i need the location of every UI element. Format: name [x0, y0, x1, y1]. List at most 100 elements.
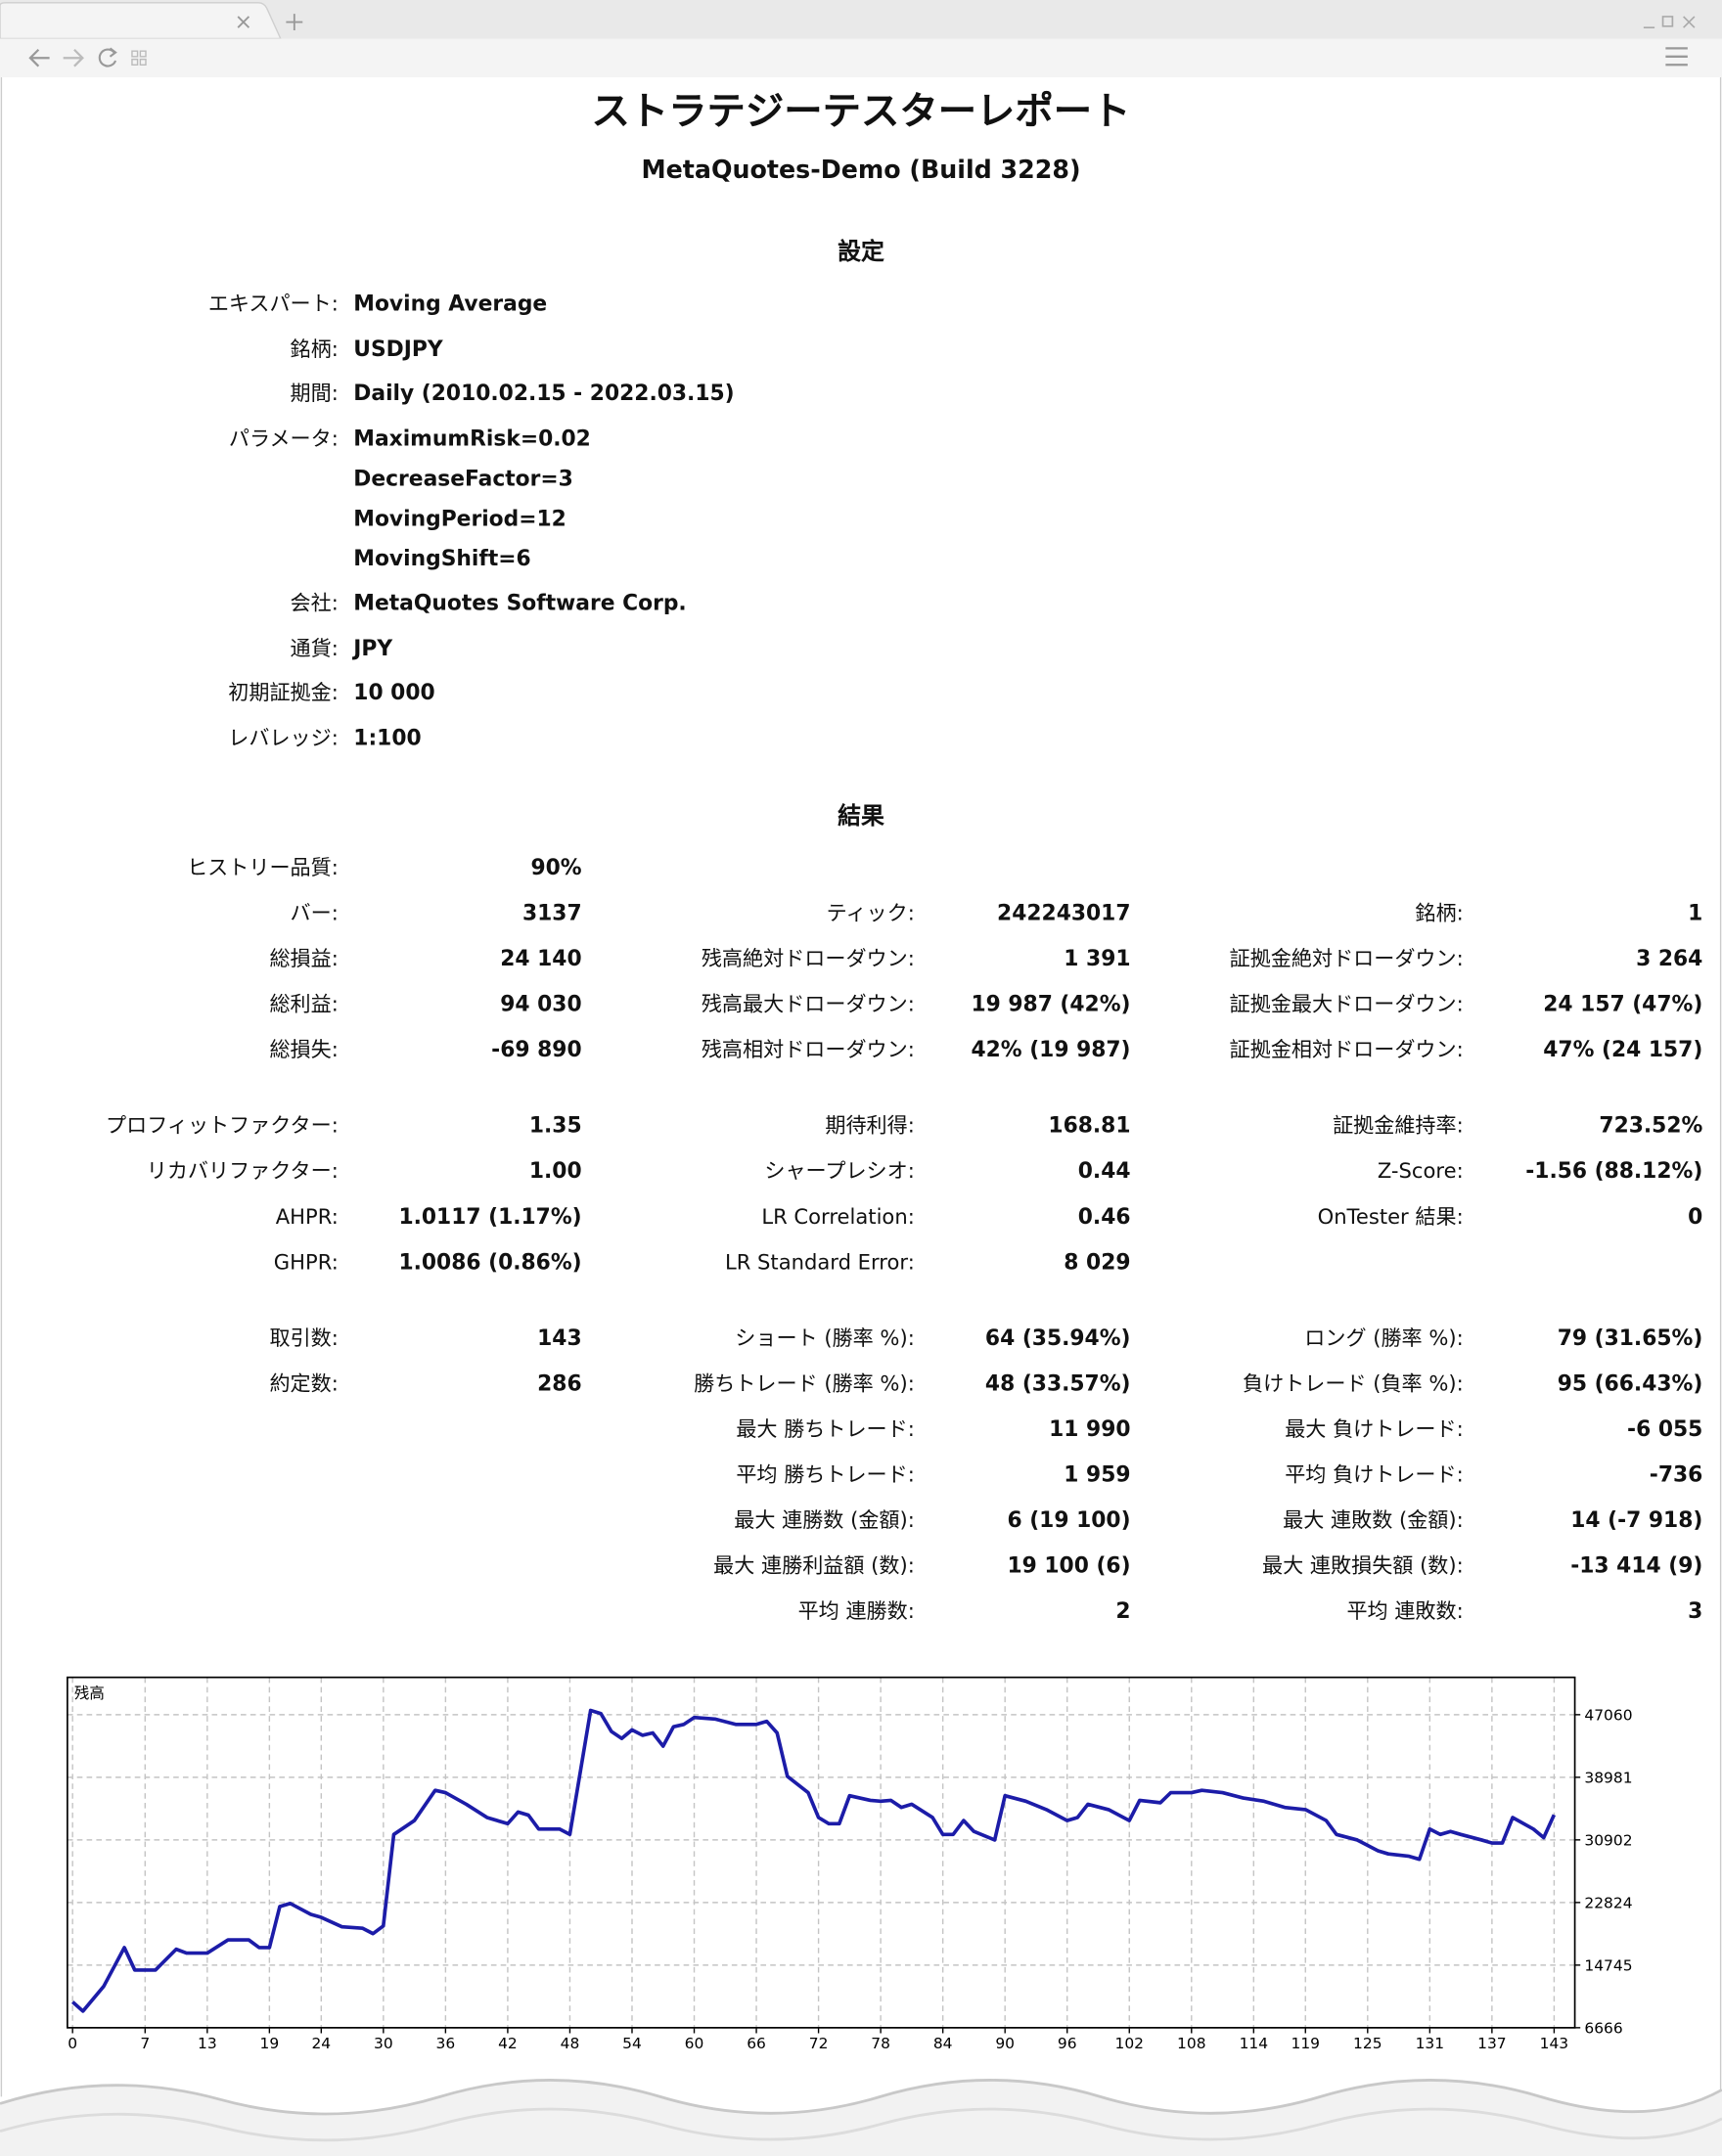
- y-tick-label: 14745: [1584, 1956, 1632, 1974]
- x-tick-label: 78: [871, 2035, 890, 2052]
- result-label: 最大 勝ちトレード:: [736, 1416, 915, 1442]
- result-value: -736: [1649, 1461, 1703, 1488]
- y-tick-label: 30902: [1584, 1831, 1632, 1849]
- result-value: 3: [1688, 1598, 1703, 1624]
- x-tick-label: 30: [374, 2035, 393, 2052]
- section-heading: 結果: [838, 802, 884, 831]
- result-value: 19 987 (42%): [971, 991, 1131, 1017]
- reload-button[interactable]: [98, 47, 117, 67]
- x-tick-label: 114: [1240, 2035, 1268, 2052]
- y-tick-label: 47060: [1584, 1706, 1632, 1724]
- x-tick-label: 143: [1540, 2035, 1568, 2052]
- window-controls[interactable]: [1643, 16, 1696, 29]
- setting-value: 1:100: [353, 725, 422, 750]
- result-label: 総損益:: [269, 946, 339, 971]
- result-label: 最大 負けトレード:: [1285, 1416, 1464, 1442]
- setting-label: 通貨:: [290, 635, 339, 660]
- result-label: 証拠金最大ドローダウン:: [1229, 991, 1464, 1017]
- result-value: 1 391: [1064, 946, 1131, 971]
- setting-value: MaximumRisk=0.02: [353, 426, 591, 451]
- result-value: 1.35: [528, 1112, 582, 1139]
- result-value: 3137: [521, 900, 582, 926]
- y-tick-label: 22824: [1584, 1894, 1632, 1911]
- new-tab[interactable]: [286, 14, 303, 31]
- result-value: 1.0117 (1.17%): [398, 1204, 582, 1230]
- result-label: 期待利得:: [825, 1112, 915, 1139]
- result-label: 残高最大ドローダウン:: [701, 991, 915, 1017]
- result-value: 11 990: [1049, 1416, 1131, 1442]
- result-value: 0.46: [1077, 1204, 1131, 1230]
- balance-line: [71, 1708, 1557, 2013]
- menu-button[interactable]: [1665, 47, 1688, 67]
- result-value: 94 030: [500, 991, 582, 1017]
- result-value: 286: [537, 1370, 582, 1397]
- result-value: 242243017: [997, 900, 1131, 926]
- result-value: 14 (-7 918): [1570, 1507, 1703, 1533]
- result-value: 64 (35.94%): [984, 1325, 1131, 1351]
- result-label: 約定数:: [269, 1370, 339, 1397]
- result-value: 168.81: [1048, 1112, 1131, 1139]
- plot-background: [67, 1677, 1575, 2028]
- plot-frame: [67, 1676, 1576, 2029]
- toolbar: [0, 38, 1722, 77]
- result-label: 負けトレード (負率 %):: [1243, 1370, 1464, 1397]
- result-value: -1.56 (88.12%): [1525, 1158, 1703, 1184]
- setting-value: MovingShift=6: [353, 545, 531, 571]
- tab-close[interactable]: [237, 16, 250, 28]
- x-tick-label: 0: [68, 2035, 77, 2052]
- result-label: LR Standard Error:: [724, 1249, 915, 1275]
- result-label: 取引数:: [269, 1325, 339, 1351]
- x-tick-label: 36: [436, 2035, 456, 2052]
- back-button[interactable]: [28, 48, 50, 67]
- setting-value: USDJPY: [353, 336, 443, 361]
- result-label: 残高絶対ドローダウン:: [701, 946, 915, 971]
- x-tick-label: 19: [260, 2035, 280, 2052]
- x-tick-label: 96: [1058, 2035, 1077, 2052]
- setting-value: MetaQuotes Software Corp.: [353, 590, 687, 615]
- torn-edge-line: [0, 2107, 1722, 2142]
- result-label: 平均 負けトレード:: [1285, 1461, 1464, 1488]
- result-label: バー:: [290, 900, 339, 926]
- x-tick-label: 119: [1292, 2035, 1320, 2052]
- result-value: 1.00: [528, 1158, 582, 1184]
- x-tick-label: 60: [685, 2035, 704, 2052]
- setting-label: レバレッジ:: [228, 725, 339, 750]
- torn-edge: [0, 2080, 1722, 2156]
- x-tick-label: 42: [498, 2035, 518, 2052]
- x-tick-label: 137: [1477, 2035, 1506, 2052]
- setting-label: 銘柄:: [290, 336, 339, 361]
- x-tick-label: 102: [1115, 2035, 1144, 2052]
- x-tick-label: 84: [933, 2035, 953, 2052]
- result-label: ティック:: [826, 900, 915, 926]
- result-label: 証拠金相対ドローダウン:: [1229, 1037, 1464, 1062]
- result-value: 2: [1115, 1598, 1131, 1624]
- result-label: OnTester 結果:: [1317, 1204, 1464, 1230]
- result-value: 1.0086 (0.86%): [398, 1249, 582, 1275]
- report-subtitle: MetaQuotes-Demo (Build 3228): [641, 156, 1081, 185]
- setting-label: エキスパート:: [207, 291, 339, 316]
- x-tick-label: 13: [198, 2035, 217, 2052]
- forward-button[interactable]: [63, 48, 84, 67]
- setting-value: DecreaseFactor=3: [353, 465, 573, 491]
- y-tick-label: 38981: [1584, 1769, 1632, 1786]
- result-value: 1: [1688, 900, 1703, 926]
- result-label: 総利益:: [269, 991, 339, 1017]
- result-value: 48 (33.57%): [984, 1370, 1131, 1397]
- result-label: 銘柄:: [1415, 900, 1464, 926]
- result-value: 3 264: [1636, 946, 1703, 971]
- x-tick-label: 24: [311, 2035, 331, 2052]
- result-value: 24 157 (47%): [1543, 991, 1703, 1017]
- setting-label: 初期証拠金:: [228, 680, 339, 705]
- result-value: 90%: [530, 855, 582, 880]
- section-heading: 設定: [838, 238, 884, 267]
- setting-label: 期間:: [290, 381, 339, 406]
- setting-value: 10 000: [353, 680, 435, 705]
- apps-icon[interactable]: [131, 50, 147, 66]
- tab[interactable]: [0, 2, 282, 40]
- result-label: リカバリファクター:: [146, 1158, 339, 1184]
- result-value: 8 029: [1064, 1249, 1131, 1275]
- result-label: 総損失:: [269, 1037, 339, 1062]
- result-value: 723.52%: [1599, 1112, 1703, 1139]
